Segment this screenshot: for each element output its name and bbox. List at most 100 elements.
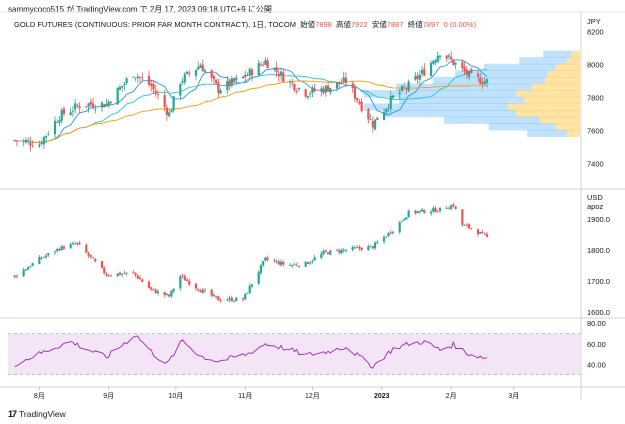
jpy-candle [329,87,332,93]
jpy-candle [452,59,455,66]
jpy-candle [141,77,144,79]
usd-candle [44,255,48,258]
jpy-candle [228,80,231,87]
x-month-label: 10月 [168,392,183,400]
usd-candle [94,259,97,262]
usd-candle [326,252,330,255]
jpy-candle [168,112,171,117]
jpy-candle [259,64,263,66]
jpy-candle [391,95,395,98]
usd-candle [103,267,106,274]
usd-candle [476,229,480,235]
usd-candle [53,251,57,253]
usd-candle [387,232,390,237]
jpy-candle [423,68,426,76]
usd-candle [62,246,66,249]
vp-bar-up [396,83,532,91]
vp-bar-down [572,50,580,58]
jpy-candle [485,79,489,83]
tradingview-mark-icon: 17 [8,409,17,419]
tradingview-brand: TradingView [19,409,66,419]
jpy-candle [467,71,471,77]
usd-candle [266,257,269,260]
jpy-candle [170,110,173,113]
ma-mid-line [14,69,488,144]
usd-candle [246,292,249,294]
rsi-tick-label: 60.00 [587,340,606,349]
jpy-candle [226,80,229,90]
jpy-candle [71,110,75,112]
jpy-candle [210,70,213,78]
usd-tick-label: 1800.0 [587,246,610,255]
usd-candle [15,275,19,277]
jpy-candle [217,82,220,93]
jpy-tick-label: 8200 [587,28,604,37]
usd-candle [203,289,207,291]
usd-candle [22,269,25,277]
close-label: 終値 [407,20,423,29]
jpy-candle [147,75,151,85]
vp-bar-down [508,103,580,111]
usd-candle [85,244,88,253]
usd-candle [304,261,307,267]
jpy-candle [454,63,457,65]
jpy-candle [389,95,392,109]
usd-candle [74,243,77,245]
usd-candle [244,293,247,300]
usd-candle [170,290,173,297]
jpy-candle [22,140,25,142]
jpy-candle [382,111,386,120]
jpy-candle [304,89,307,97]
rsi-line-path [14,335,488,369]
jpy-candle [244,74,247,78]
jpy-candle [44,135,48,138]
symbol-title[interactable]: GOLD FUTURES (CONTINUOUS: PRIOR FAR MONT… [14,20,296,29]
usd-candle [181,275,184,277]
usd-candle [212,294,216,296]
high-label: 高値 [335,20,351,29]
tradingview-logo[interactable]: 17 TradingView [8,409,66,419]
jpy-candle [60,109,63,121]
jpy-candle [29,142,32,146]
open-value: 7898 [315,20,332,29]
symbol-info: GOLD FUTURES (CONTINUOUS: PRIOR FAR MONT… [14,19,476,30]
usd-candle [183,276,186,281]
volume-profile [364,50,580,137]
usd-candle [141,279,144,282]
vp-bar-down [516,110,580,118]
jpy-candle [250,69,254,76]
usd-candle [275,261,278,263]
jpy-candle [306,95,310,98]
jpy-candle [185,71,189,74]
jpy-candle [24,140,28,143]
jpy-candle [94,108,97,110]
usd-candle [109,275,113,277]
jpy-candle [434,60,437,63]
jpy-candle [273,67,276,70]
vp-bar-down [532,83,580,91]
x-month-label: 12月 [305,392,320,400]
jpy-candle [450,56,453,60]
jpy-candle [121,85,124,88]
jpy-candle [53,120,57,135]
jpy-candle [288,81,292,83]
jpy-candle [31,145,34,147]
jpy-candle [403,87,406,88]
publish-line: sammycoco515 が TradingView.com で 2月 17, … [8,5,272,14]
usd-candle [230,297,233,302]
usd-candle [467,224,471,229]
jpy-candle [257,63,260,76]
vp-bar-up [432,77,545,85]
usd-candle [152,289,155,291]
usd-candle [69,244,72,249]
jpy-candle [89,101,92,105]
jpy-candle [165,107,169,115]
rsi-band [8,333,581,376]
usd-candle [295,264,298,266]
jpy-candle [420,69,424,74]
usd-candle [420,209,424,212]
usd-candle [219,300,222,301]
vp-bar-up [444,116,540,124]
